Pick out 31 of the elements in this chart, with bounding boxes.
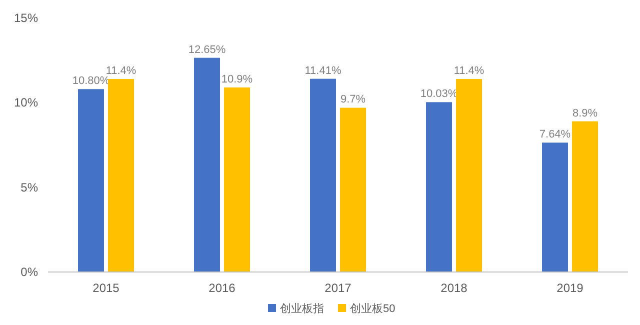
data-label: 10.03%: [420, 88, 458, 100]
x-tick-label: 2017: [324, 281, 352, 295]
bar: [194, 58, 220, 272]
data-label: 10.80%: [72, 75, 110, 88]
y-tick-label: 15%: [14, 11, 38, 25]
data-label: 11.4%: [106, 64, 136, 77]
bar: [456, 78, 482, 272]
bar: [572, 121, 598, 272]
x-tick-label: 2016: [208, 281, 236, 295]
data-label: 11.4%: [454, 64, 484, 77]
data-label: 9.7%: [340, 94, 366, 106]
y-tick-label: 10%: [14, 96, 38, 110]
y-tick-label: 5%: [20, 180, 38, 194]
bar: [340, 108, 366, 272]
x-tick-label: 2018: [440, 281, 468, 295]
bar: [426, 102, 452, 272]
bar: [224, 87, 250, 272]
data-label: 12.65%: [188, 44, 226, 56]
y-tick-label: 0%: [20, 265, 38, 279]
data-label: 10.9%: [221, 73, 253, 86]
x-tick-label: 2015: [92, 281, 120, 295]
bar: [78, 89, 104, 272]
bar: [542, 142, 568, 272]
x-tick-label: 2019: [556, 281, 584, 295]
legend-label: 创业板50: [350, 302, 396, 315]
data-label: 11.41%: [304, 64, 342, 77]
data-label: 7.64%: [539, 128, 571, 141]
bar: [108, 78, 134, 272]
data-label: 8.9%: [572, 107, 598, 120]
bar: [310, 78, 336, 272]
legend-label: 创业板指: [280, 302, 324, 315]
